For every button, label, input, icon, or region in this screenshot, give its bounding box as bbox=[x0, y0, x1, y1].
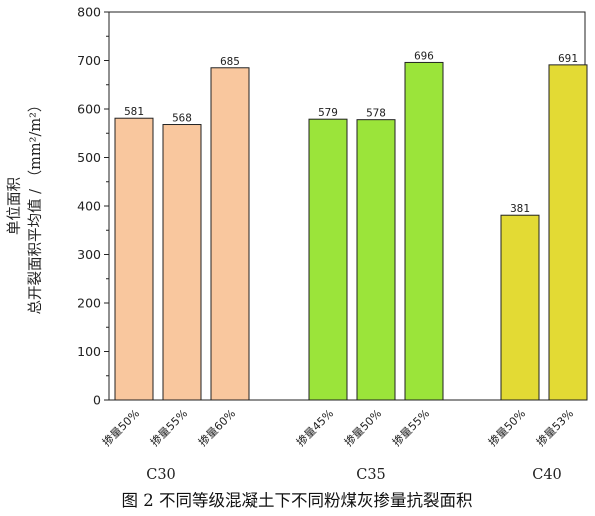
bars: 581 568 685 579 578 696 381 691 bbox=[114, 49, 588, 401]
y-tick-label: 200 bbox=[77, 296, 101, 311]
group-label-c35: C35 bbox=[356, 467, 386, 483]
category-label: 掺量50% bbox=[99, 406, 142, 449]
data-label: 579 bbox=[318, 106, 338, 119]
category-label: 掺量50% bbox=[341, 406, 384, 449]
y-axis: 0 100 200 300 400 500 600 700 800 bbox=[77, 5, 109, 408]
y-tick-label: 700 bbox=[77, 53, 101, 68]
y-tick-label: 0 bbox=[93, 393, 101, 408]
category-label: 掺量53% bbox=[533, 406, 576, 449]
bar-c35-2 bbox=[356, 119, 396, 401]
y-axis-title-line1: 单位面积 bbox=[6, 177, 23, 235]
y-tick-label: 500 bbox=[77, 150, 101, 165]
data-label: 696 bbox=[414, 49, 434, 62]
bar-c35-3 bbox=[404, 61, 444, 401]
category-label: 掺量60% bbox=[195, 406, 238, 449]
data-label: 381 bbox=[510, 202, 530, 215]
y-tick-label: 400 bbox=[77, 199, 101, 214]
bar-c30-3 bbox=[210, 67, 250, 401]
category-label: 掺量55% bbox=[389, 406, 432, 449]
data-label: 691 bbox=[558, 52, 578, 65]
y-tick-label: 800 bbox=[77, 5, 101, 20]
data-label: 685 bbox=[220, 55, 240, 68]
figure-caption: 图 2 不同等级混凝土下不同粉煤灰掺量抗裂面积 bbox=[122, 491, 473, 510]
data-label: 581 bbox=[124, 105, 144, 118]
category-label: 掺量50% bbox=[485, 406, 528, 449]
bar-c35-1 bbox=[308, 118, 348, 401]
data-label: 578 bbox=[366, 107, 386, 120]
bar-c30-2 bbox=[162, 124, 202, 401]
y-tick-label: 100 bbox=[77, 344, 101, 359]
group-label-c40: C40 bbox=[532, 467, 562, 483]
group-label-c30: C30 bbox=[146, 467, 176, 483]
category-label: 掺量55% bbox=[147, 406, 190, 449]
y-axis-title-line2: 总开裂面积平均值 / （mm²/m²） bbox=[27, 98, 44, 315]
bar-c40-1 bbox=[500, 214, 540, 401]
bar-c30-1 bbox=[114, 117, 154, 401]
bar-c40-2 bbox=[548, 64, 588, 401]
category-label: 掺量45% bbox=[293, 406, 336, 449]
y-tick-label: 600 bbox=[77, 102, 101, 117]
y-tick-label: 300 bbox=[77, 247, 101, 262]
data-label: 568 bbox=[172, 112, 192, 125]
